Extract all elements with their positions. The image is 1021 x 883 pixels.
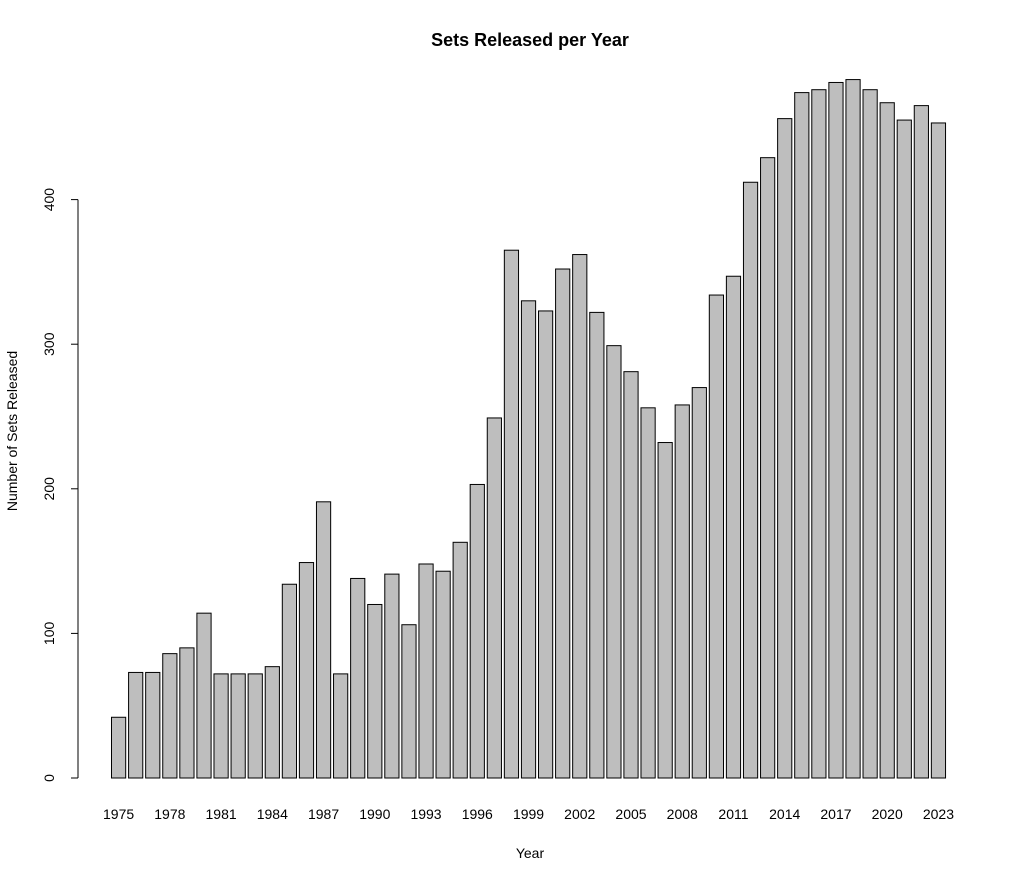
x-tick-label-1987: 1987 [308,806,339,822]
bar-2010 [708,294,724,779]
bar-1998 [503,249,520,779]
y-tick-label-0: 0 [41,774,57,782]
bar-1977 [145,671,161,779]
bar-1975 [111,716,127,779]
x-tick-label-1981: 1981 [206,806,237,822]
bar-1981 [213,673,229,779]
bar-2017 [828,81,844,779]
bar-1978 [162,653,178,779]
y-tick-label-300: 300 [41,332,57,356]
bar-1983 [247,673,263,779]
y-tick-label-100: 100 [41,622,57,646]
bar-1999 [520,300,537,779]
x-tick-label-1990: 1990 [359,806,390,822]
bar-2015 [794,92,810,779]
bars-group [111,79,947,779]
bar-2012 [742,181,759,779]
bar-2011 [725,275,742,779]
y-axis-label: Number of Sets Released [4,351,20,511]
bar-2014 [777,118,793,779]
x-tick-label-2023: 2023 [923,806,954,822]
bar-1992 [401,624,417,779]
bar-2007 [657,442,673,779]
bar-2000 [538,310,554,779]
bar-1988 [333,673,349,779]
bar-2022 [913,105,929,779]
bar-1987 [315,501,332,779]
bar-1976 [128,671,144,779]
chart-title: Sets Released per Year [431,30,629,50]
x-tick-label-2005: 2005 [615,806,646,822]
x-tick-label-2014: 2014 [769,806,800,822]
x-tick-label-2020: 2020 [872,806,903,822]
bar-1993 [418,563,434,779]
bar-2005 [623,371,639,779]
bar-2021 [896,119,912,779]
x-axis-label: Year [516,845,545,861]
x-tick-label-1996: 1996 [462,806,493,822]
x-tick-label-1975: 1975 [103,806,134,822]
bar-1991 [384,573,400,779]
x-tick-label-2011: 2011 [718,806,748,822]
x-tick-label-1984: 1984 [257,806,288,822]
bar-1984 [264,666,280,779]
bar-1980 [196,612,212,779]
bar-2003 [589,311,605,779]
bar-1986 [298,562,315,779]
x-tick-label-2017: 2017 [820,806,851,822]
bar-1994 [435,570,451,779]
bar-1997 [486,417,502,779]
bar-2018 [845,79,861,779]
y-axis: 0 100 200 300 400 [41,188,79,782]
bar-1985 [281,583,297,779]
y-tick-label-200: 200 [41,477,57,501]
bar-1989 [350,577,366,779]
x-tick-label-1993: 1993 [410,806,441,822]
bar-2019 [862,89,878,779]
bar-2002 [572,254,588,779]
bar-2009 [691,387,707,779]
bar-2016 [811,89,827,779]
bar-1982 [230,673,246,779]
bar-2006 [640,407,656,779]
bar-2001 [555,268,571,779]
x-tick-label-1999: 1999 [513,806,544,822]
x-tick-label-2008: 2008 [667,806,698,822]
x-tick-label-2002: 2002 [564,806,595,822]
x-axis: 1975 1978 1981 1984 1987 1990 1993 1996 1999 2002… [103,806,954,822]
bar-2020 [879,102,895,779]
bar-2013 [760,157,776,779]
bar-2023 [930,122,947,779]
bar-1995 [452,541,468,779]
bar-1996 [469,483,485,779]
bar-2004 [606,345,622,779]
bar-1979 [179,647,195,779]
x-tick-label-1978: 1978 [154,806,185,822]
bar-2008 [674,404,690,779]
bar-1990 [367,603,383,779]
y-tick-label-400: 400 [41,188,57,212]
